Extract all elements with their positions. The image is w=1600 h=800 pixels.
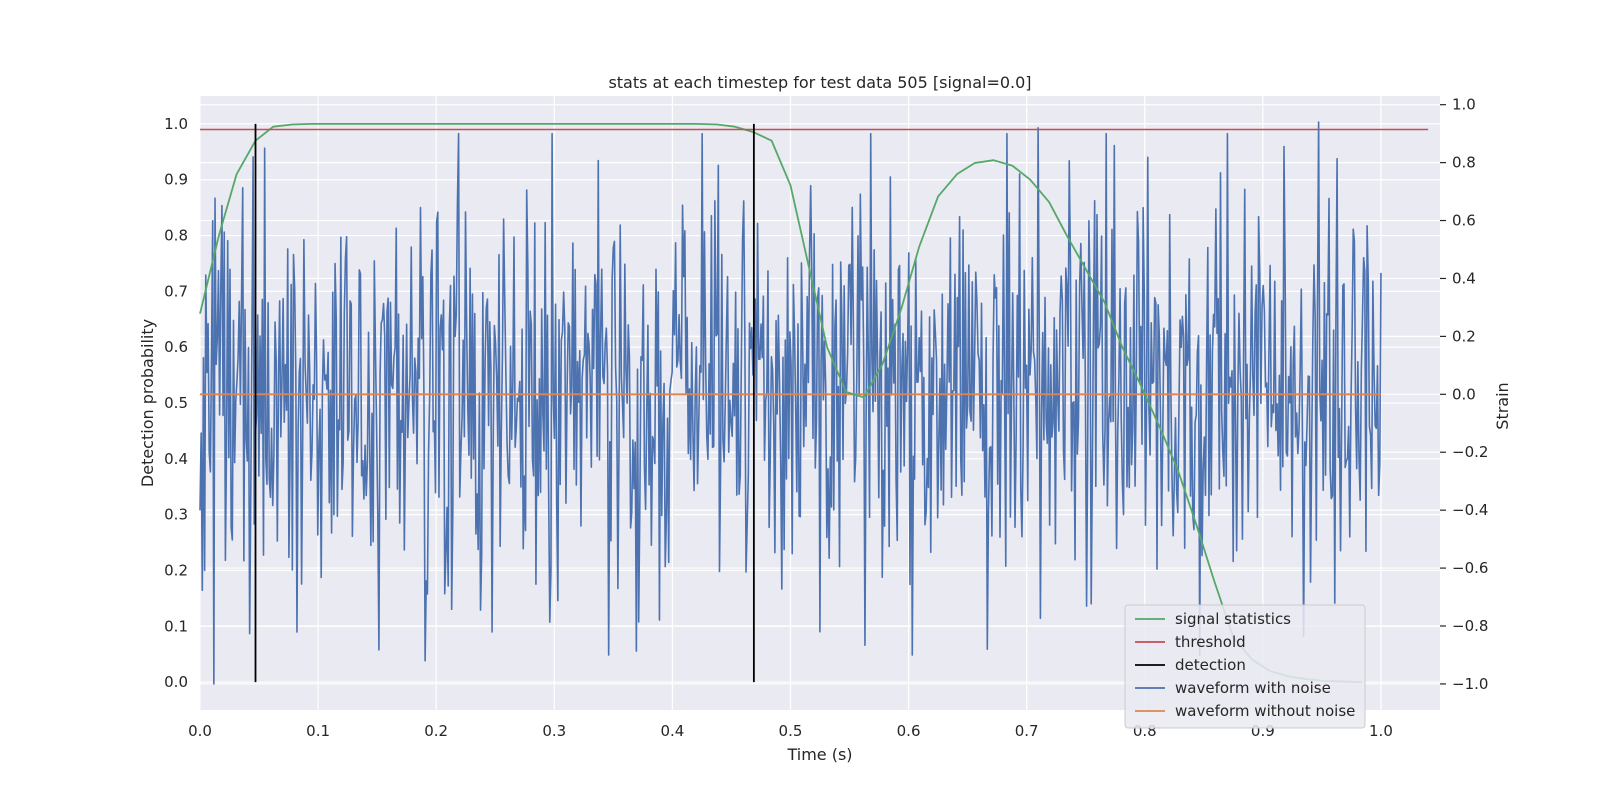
x-axis-label: Time (s) [786,745,852,764]
y-tick-label: 0.7 [164,282,188,300]
x-tick-label: 0.1 [306,722,330,740]
y-axis-ticks: 0.0 0.1 0.2 0.3 0.4 0.5 0.6 0.7 0.8 0.9 1.0 [164,115,188,691]
legend-label: threshold [1175,633,1246,651]
y2-axis-ticks: −1.0 −0.8 −0.6 −0.4 −0.2 0.0 0.2 0.4 0.6 0.8 1.0 [1440,96,1488,693]
legend: signal statistics threshold detection wavef… [1124,604,1366,729]
x-tick-label: 0.3 [542,722,566,740]
y-tick-label: 0.9 [164,171,188,189]
y-tick-label: 0.0 [164,673,188,691]
y-tick-label: 0.6 [164,338,188,356]
legend-label: waveform without noise [1175,702,1355,720]
y-tick-label: 0.1 [164,617,188,635]
x-tick-label: 0.0 [188,722,212,740]
series-waveform-with-noise [199,121,1382,685]
y2-tick-label: 0.8 [1452,154,1476,172]
y-tick-label: 0.8 [164,227,188,245]
y2-tick-label: 0.4 [1452,269,1476,287]
x-tick-label: 1.0 [1369,722,1393,740]
x-tick-label: 0.7 [1015,722,1039,740]
y2-axis-label: Strain [1493,382,1512,429]
y-tick-label: 1.0 [164,115,188,133]
y-tick-label: 0.3 [164,506,188,524]
legend-label: signal statistics [1175,610,1291,628]
y2-tick-label: 0.2 [1452,327,1476,345]
x-tick-label: 0.2 [424,722,448,740]
x-tick-label: 0.5 [779,722,803,740]
y2-tick-label: −1.0 [1452,675,1488,693]
y2-tick-label: −0.4 [1452,501,1488,519]
y2-tick-label: 0.0 [1452,385,1476,403]
legend-label: waveform with noise [1175,679,1331,697]
y-tick-label: 0.4 [164,450,188,468]
y-axis-label: Detection probability [138,319,157,487]
y-tick-label: 0.5 [164,394,188,412]
legend-box [1124,604,1366,729]
y2-tick-label: −0.2 [1452,443,1488,461]
chart-title: stats at each timestep for test data 505… [608,73,1031,92]
series-layer [199,121,1429,685]
y2-tick-label: −0.8 [1452,617,1488,635]
x-tick-label: 0.6 [897,722,921,740]
y-tick-label: 0.2 [164,561,188,579]
x-tick-label: 0.4 [660,722,684,740]
series-signal-statistics [199,123,1363,683]
y2-tick-label: −0.6 [1452,559,1488,577]
y2-tick-label: 0.6 [1452,212,1476,230]
y2-tick-label: 1.0 [1452,96,1476,114]
legend-label: detection [1175,656,1246,674]
